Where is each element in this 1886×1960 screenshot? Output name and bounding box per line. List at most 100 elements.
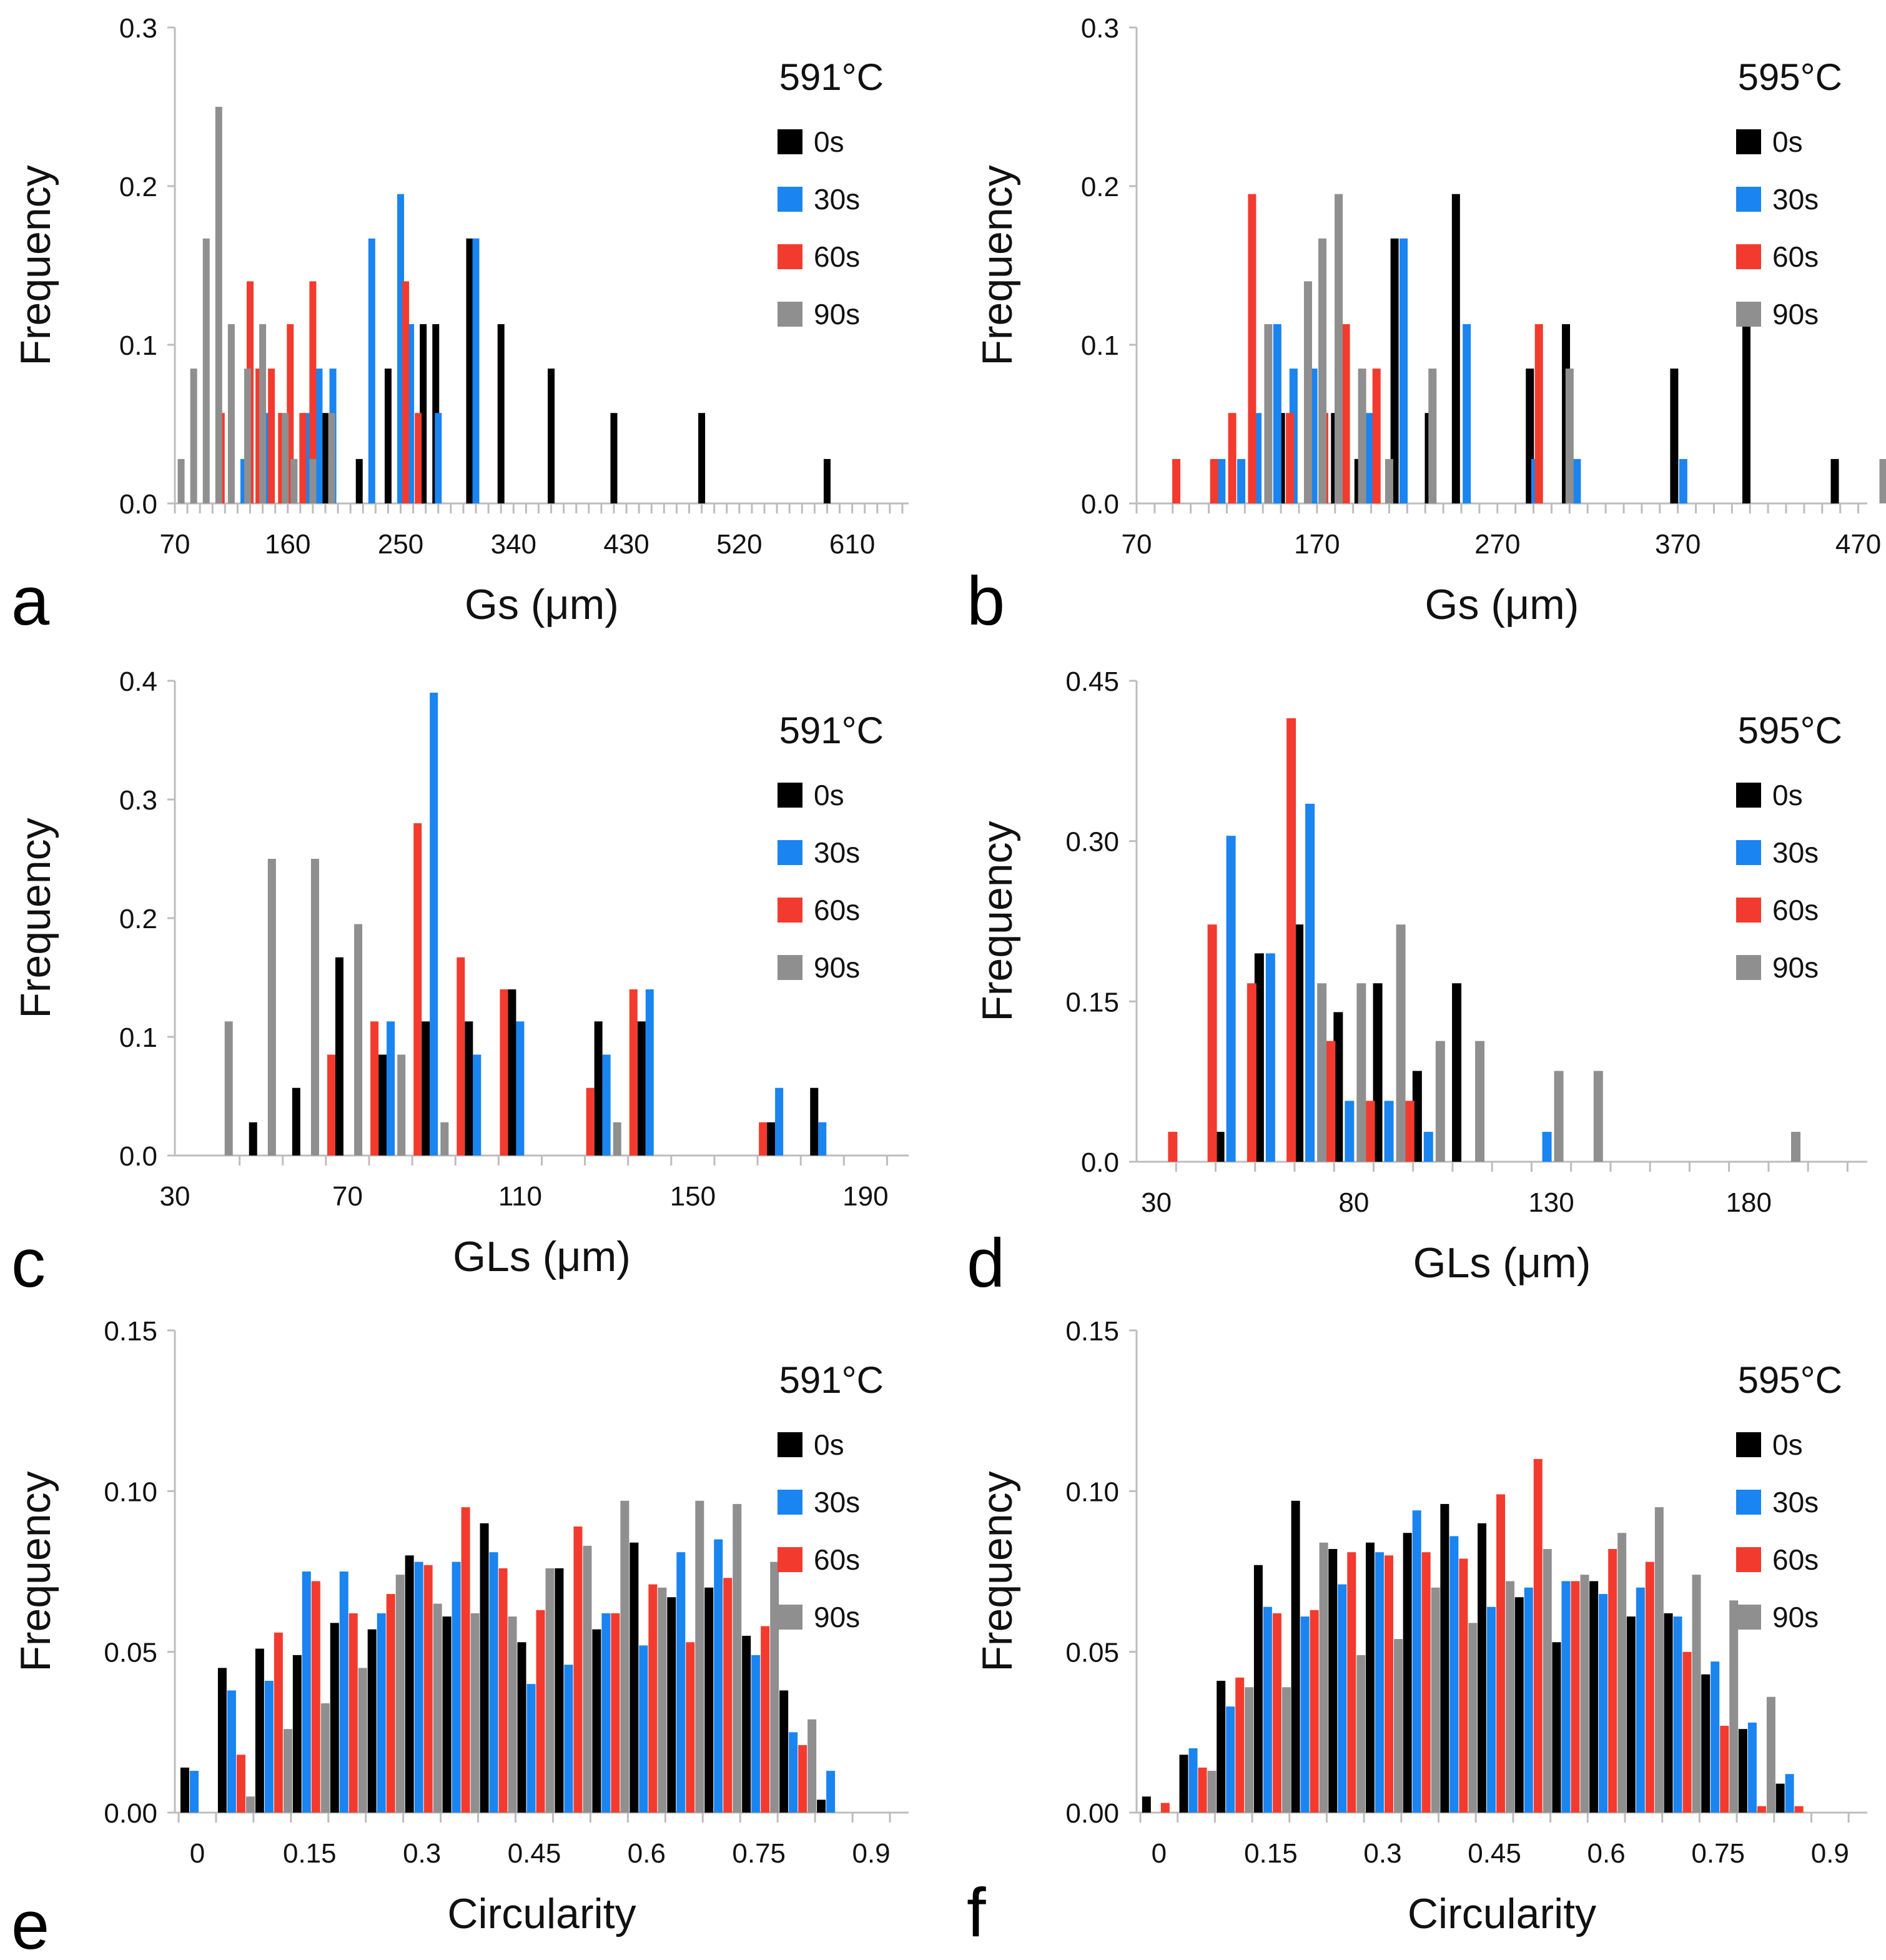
bar-90s <box>1791 1132 1800 1162</box>
bar-0s <box>1627 1616 1636 1813</box>
bar-0s <box>1452 194 1460 503</box>
y-tick-label: 0.10 <box>1065 1477 1119 1507</box>
bar-90s <box>215 107 222 503</box>
bar-60s <box>1373 369 1381 503</box>
bar-0s <box>1742 324 1750 503</box>
bar-0s <box>610 413 617 503</box>
bar-90s <box>1208 1771 1217 1813</box>
bar-90s <box>508 1616 517 1813</box>
bar-30s <box>1543 1132 1552 1162</box>
bar-30s <box>1263 1607 1272 1813</box>
bar-60s <box>1310 1610 1319 1813</box>
bar-90s <box>1428 369 1436 503</box>
bar-0s <box>1452 983 1461 1162</box>
bar-0s <box>555 1568 563 1813</box>
bar-30s <box>1424 1132 1433 1162</box>
bar-60s <box>237 1755 245 1813</box>
bar-60s <box>1385 1555 1393 1813</box>
y-axis-title: Frequency <box>974 165 1021 365</box>
x-axis-title: Gs (μm) <box>465 581 619 628</box>
x-tick-label: 70 <box>332 1181 363 1212</box>
legend-label-60s: 60s <box>1772 894 1819 926</box>
bar-30s <box>430 693 438 1156</box>
legend-swatch-0s <box>1736 1432 1761 1457</box>
bar-0s <box>292 1088 300 1156</box>
bar-90s <box>733 1504 741 1813</box>
bar-90s <box>613 1122 621 1156</box>
legend-label-0s: 0s <box>814 126 844 158</box>
x-tick-label: 80 <box>1338 1187 1369 1218</box>
bar-30s <box>1711 1661 1719 1813</box>
bar-0s <box>767 1122 775 1156</box>
legend-swatch-0s <box>1736 783 1761 808</box>
bar-90s <box>1431 1588 1440 1813</box>
bar-90s <box>1264 324 1272 503</box>
legend-swatch-90s <box>778 1605 802 1630</box>
bar-0s <box>1217 1681 1225 1813</box>
bar-60s <box>1405 1101 1414 1162</box>
bar-0s <box>1180 1755 1188 1813</box>
bar-30s <box>1237 459 1245 503</box>
bar-0s <box>218 1668 227 1813</box>
bar-30s <box>789 1732 797 1813</box>
bar-90s <box>695 1501 704 1813</box>
bar-0s <box>368 1630 377 1813</box>
bar-60s <box>761 1626 769 1813</box>
bar-90s <box>1468 1623 1477 1813</box>
bar-0s <box>1670 369 1678 503</box>
bar-90s <box>354 924 362 1156</box>
bar-30s <box>751 1655 760 1813</box>
panel-letter: d <box>967 1225 1005 1302</box>
bar-30s <box>1217 459 1225 503</box>
bar-30s <box>435 413 442 503</box>
chart-title: 591°C <box>779 1359 884 1401</box>
x-tick-label: 0.3 <box>403 1838 441 1869</box>
x-axis-title: GLs (μm) <box>1413 1239 1591 1287</box>
bar-30s <box>1266 953 1275 1162</box>
bar-30s <box>473 239 480 503</box>
bar-0s <box>824 459 831 503</box>
y-tick-label: 0.45 <box>1065 666 1119 697</box>
legend-swatch-90s <box>778 955 802 980</box>
bar-90s <box>658 1588 666 1813</box>
bar-90s <box>471 1613 480 1813</box>
bar-60s <box>402 281 409 503</box>
bar-0s <box>1440 1504 1449 1813</box>
bar-90s <box>1396 924 1406 1162</box>
bar-60s <box>1534 1459 1543 1813</box>
bar-60s <box>648 1585 657 1813</box>
bar-0s <box>385 369 392 503</box>
bar-30s <box>1400 239 1408 503</box>
bar-90s <box>1580 1575 1589 1813</box>
x-axis-title: GLs (μm) <box>453 1233 631 1280</box>
bar-30s <box>265 1681 274 1813</box>
panel-letter: a <box>11 563 50 640</box>
x-axis-title: Circularity <box>1408 1890 1596 1938</box>
legend-swatch-90s <box>778 302 802 327</box>
chart-title: 591°C <box>779 56 884 98</box>
legend-label-60s: 60s <box>814 894 860 926</box>
bar-30s <box>676 1552 685 1813</box>
panel-letter: f <box>967 1874 986 1951</box>
x-axis-title: Circularity <box>447 1890 636 1938</box>
bar-30s <box>1226 1706 1235 1813</box>
y-axis-title: Frequency <box>974 1471 1021 1671</box>
bar-0s <box>508 989 516 1156</box>
bar-90s <box>1317 983 1326 1162</box>
bar-90s <box>1729 1600 1738 1813</box>
legend-swatch-0s <box>1736 129 1761 154</box>
bar-60s <box>1496 1494 1505 1813</box>
bar-90s <box>546 1568 555 1813</box>
bar-90s <box>1318 239 1326 503</box>
y-tick-label: 0.2 <box>119 904 157 934</box>
bar-0s <box>255 1649 264 1813</box>
legend-label-90s: 90s <box>1772 1601 1819 1633</box>
y-tick-label: 0.3 <box>119 13 157 44</box>
bar-0s <box>330 1623 339 1813</box>
bar-0s <box>518 1642 526 1813</box>
legend-swatch-0s <box>778 783 802 808</box>
bar-60s <box>274 1633 283 1813</box>
bar-90s <box>178 459 185 503</box>
bar-90s <box>290 459 297 503</box>
legend-label-0s: 0s <box>1772 126 1803 158</box>
